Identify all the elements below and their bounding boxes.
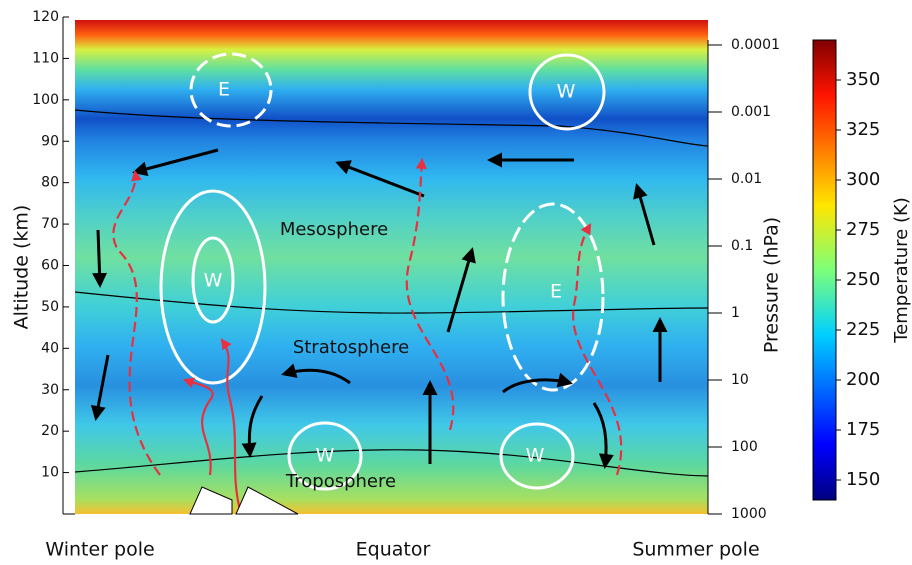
- colorbar-title: Temperature (K): [891, 197, 912, 344]
- colorbar-tick-label: 325: [846, 119, 880, 140]
- region-label: Mesosphere: [280, 219, 388, 240]
- y-tick-label: 30: [41, 382, 59, 398]
- temperature-field: [75, 20, 708, 514]
- wind-label: E: [218, 79, 230, 101]
- wind-label: W: [557, 81, 576, 103]
- colorbar-tick-label: 275: [846, 219, 880, 240]
- y-tick-label: 120: [32, 9, 59, 25]
- y2-tick-label: 1: [731, 305, 740, 321]
- wind-label: W: [316, 445, 335, 467]
- colorbar-tick-label: 250: [846, 269, 880, 290]
- colorbar-tick-label: 350: [846, 69, 880, 90]
- y-tick-label: 10: [41, 465, 59, 481]
- y-axis-title: Altitude (km): [11, 205, 33, 330]
- region-label: Troposphere: [285, 471, 396, 492]
- y2-axis-title: Pressure (hPa): [761, 217, 783, 353]
- y-tick-label: 80: [41, 175, 59, 191]
- y-tick-label: 70: [41, 216, 59, 232]
- wind-label: W: [204, 270, 223, 292]
- colorbar: [813, 40, 836, 500]
- y-tick-label: 60: [41, 258, 59, 274]
- colorbar-tick-label: 175: [846, 419, 880, 440]
- y-tick-label: 50: [41, 299, 59, 315]
- y2-tick-label: 0.001: [731, 104, 771, 120]
- y-tick-label: 100: [32, 92, 59, 108]
- wind-label: E: [550, 281, 562, 303]
- colorbar-tick-label: 300: [846, 169, 880, 190]
- y-tick-label: 110: [32, 50, 59, 66]
- x-label: Winter pole: [45, 539, 154, 561]
- y2-tick-label: 0.1: [731, 238, 753, 254]
- y-tick-label: 40: [41, 340, 59, 356]
- y2-tick-label: 0.0001: [731, 37, 780, 53]
- y-tick-label: 90: [41, 133, 59, 149]
- colorbar-tick-label: 200: [846, 369, 880, 390]
- x-label: Equator: [356, 539, 431, 561]
- y2-tick-label: 0.01: [731, 171, 762, 187]
- figure: 102030405060708090100110120Altitude (km)…: [0, 0, 912, 565]
- wind-label: W: [526, 445, 545, 467]
- y2-tick-label: 10: [731, 372, 749, 388]
- region-label: Stratosphere: [293, 337, 409, 358]
- colorbar-tick-label: 150: [846, 469, 880, 490]
- colorbar-tick-label: 225: [846, 319, 880, 340]
- y2-tick-label: 1000: [731, 506, 767, 522]
- y2-tick-label: 100: [731, 439, 758, 455]
- y-tick-label: 20: [41, 423, 59, 439]
- x-label: Summer pole: [632, 539, 759, 561]
